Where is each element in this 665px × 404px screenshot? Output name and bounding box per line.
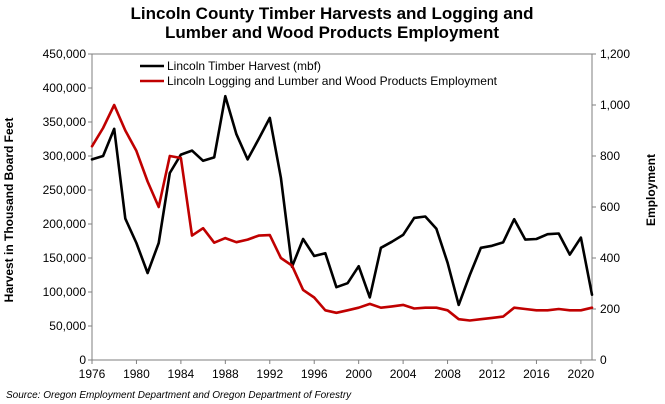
left-tick-label: 250,000: [43, 183, 87, 197]
left-tick-label: 450,000: [43, 47, 87, 61]
x-tick-label: 1992: [256, 367, 283, 381]
plot-area: [91, 53, 593, 361]
left-axis-label: Harvest in Thousand Board Feet: [2, 118, 16, 303]
right-tick-label: 0: [600, 353, 607, 367]
x-tick-label: 2020: [568, 367, 595, 381]
right-tick-label: 800: [600, 149, 620, 163]
x-tick-label: 1996: [301, 367, 328, 381]
left-tick-label: 300,000: [43, 149, 87, 163]
left-axis-ticks: 0 50,000 100,000 150,000 200,000 250,000 300,0…: [43, 47, 92, 367]
x-tick-label: 1976: [79, 367, 106, 381]
x-tick-label: 2012: [479, 367, 506, 381]
series-lines: [90, 94, 594, 322]
right-axis-label: Employment: [644, 154, 658, 226]
x-tick-label: 1980: [123, 367, 150, 381]
series-line-timber-harvest: [90, 94, 594, 307]
legend-label-employment: Lincoln Logging and Lumber and Wood Prod…: [167, 74, 498, 88]
left-tick-label: 100,000: [43, 285, 87, 299]
left-tick-label: 50,000: [49, 319, 86, 333]
x-tick-label: 2008: [434, 367, 461, 381]
chart-title-line1: Lincoln County Timber Harvests and Loggi…: [131, 4, 534, 23]
x-tick-label: 2004: [390, 367, 417, 381]
series-line-employment: [90, 103, 594, 322]
x-axis-ticks: 1976 1980 1984 1988 1992 1996 2000 2004 2008 2012…: [79, 360, 595, 381]
right-axis-ticks: 0 200 400 600 800 1,000 1,200: [592, 47, 630, 367]
left-tick-label: 200,000: [43, 217, 87, 231]
right-tick-label: 200: [600, 302, 620, 316]
left-tick-label: 0: [79, 353, 86, 367]
x-tick-label: 2016: [523, 367, 550, 381]
legend: Lincoln Timber Harvest (mbf)Lincoln Logg…: [140, 59, 498, 88]
right-tick-label: 600: [600, 200, 620, 214]
legend-label-timber-harvest: Lincoln Timber Harvest (mbf): [167, 59, 321, 73]
x-tick-label: 1984: [168, 367, 195, 381]
x-tick-label: 2000: [345, 367, 372, 381]
right-tick-label: 1,200: [600, 47, 630, 61]
plot-border: [91, 53, 593, 361]
source-note: Source: Oregon Employment Department and…: [6, 390, 352, 401]
x-tick-label: 1988: [212, 367, 239, 381]
chart-title-line2: Lumber and Wood Products Employment: [165, 23, 499, 42]
right-tick-label: 400: [600, 251, 620, 265]
left-tick-label: 150,000: [43, 251, 87, 265]
left-tick-label: 400,000: [43, 81, 87, 95]
left-tick-label: 350,000: [43, 115, 87, 129]
right-tick-label: 1,000: [600, 98, 630, 112]
